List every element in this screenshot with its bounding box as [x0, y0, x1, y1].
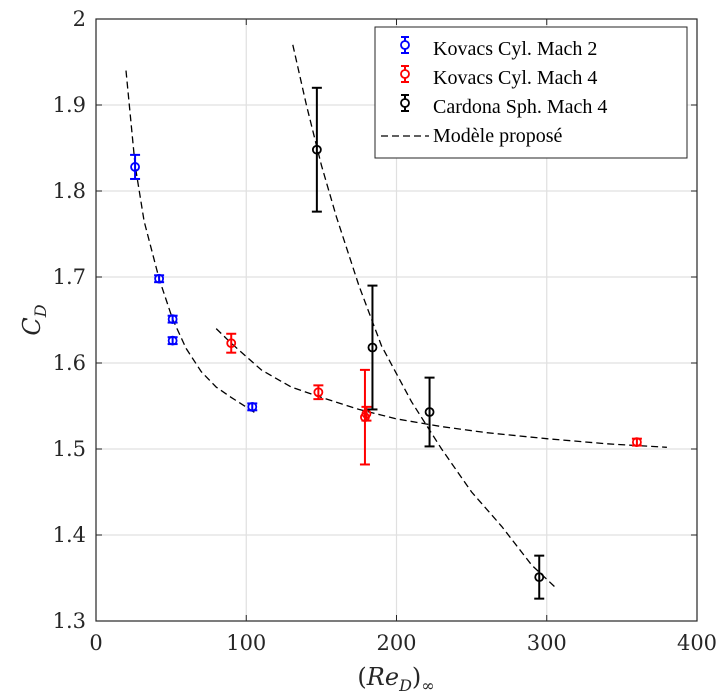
data-point	[534, 572, 545, 583]
y-tick-label: 1.7	[53, 265, 86, 289]
tick-labels: 0 100 200 300 400 1.3 1.4 1.5 1.6 1.7 1.8 1.9 2	[53, 7, 717, 655]
x-axis-title: (ReD)∞	[357, 663, 434, 695]
y-tick-label: 1.5	[53, 437, 86, 461]
y-tick-label: 1.3	[53, 609, 86, 633]
data-point	[311, 144, 322, 155]
x-tick-label: 200	[376, 631, 416, 655]
legend: Kovacs Cyl. Mach 2 Kovacs Cyl. Mach 4 Ca…	[374, 26, 688, 159]
data-point	[130, 162, 140, 172]
x-axis-title-sub: D	[398, 676, 412, 695]
data-point	[226, 338, 237, 349]
y-tick-label: 1.6	[53, 351, 86, 375]
legend-label-model: Modèle proposé	[433, 125, 563, 147]
x-tick-label: 400	[677, 631, 717, 655]
x-axis-title-infsub: ∞	[421, 676, 434, 695]
data-point	[247, 401, 258, 412]
data-point	[367, 342, 378, 353]
legend-label-kovacs-mach2: Kovacs Cyl. Mach 2	[433, 38, 597, 60]
data-point	[313, 387, 324, 398]
legend-marker-circle	[400, 98, 410, 108]
y-tick-label: 1.4	[53, 523, 86, 547]
model-curve	[292, 44, 558, 590]
data-point	[424, 407, 435, 417]
y-axis-title-var: C	[18, 317, 46, 335]
data-point	[632, 437, 642, 448]
y-axis-title-sub: D	[31, 304, 50, 318]
x-tick-label: 100	[226, 631, 266, 655]
x-axis-title-open: (	[357, 663, 366, 691]
y-axis-title: CD	[18, 304, 50, 335]
data-layer	[125, 44, 667, 600]
legend-marker-circle	[400, 40, 410, 50]
legend-label-kovacs-mach4: Kovacs Cyl. Mach 4	[433, 67, 597, 89]
legend-items	[381, 36, 429, 137]
model-curve	[125, 70, 256, 414]
x-axis-title-close: )	[412, 663, 421, 691]
data-point	[154, 273, 165, 284]
y-tick-label: 2	[73, 7, 86, 31]
ticks	[95, 18, 698, 622]
data-point	[167, 335, 178, 346]
x-axis-title-var: Re	[366, 663, 399, 691]
y-tick-label: 1.9	[53, 93, 86, 117]
x-tick-label: 0	[89, 631, 102, 655]
data-point	[167, 314, 178, 325]
legend-marker-circle	[400, 69, 410, 79]
data-point	[361, 408, 372, 419]
model-curve	[215, 328, 667, 448]
legend-label-cardona-mach4: Cardona Sph. Mach 4	[433, 96, 607, 118]
y-tick-label: 1.8	[53, 179, 86, 203]
x-tick-label: 300	[527, 631, 567, 655]
